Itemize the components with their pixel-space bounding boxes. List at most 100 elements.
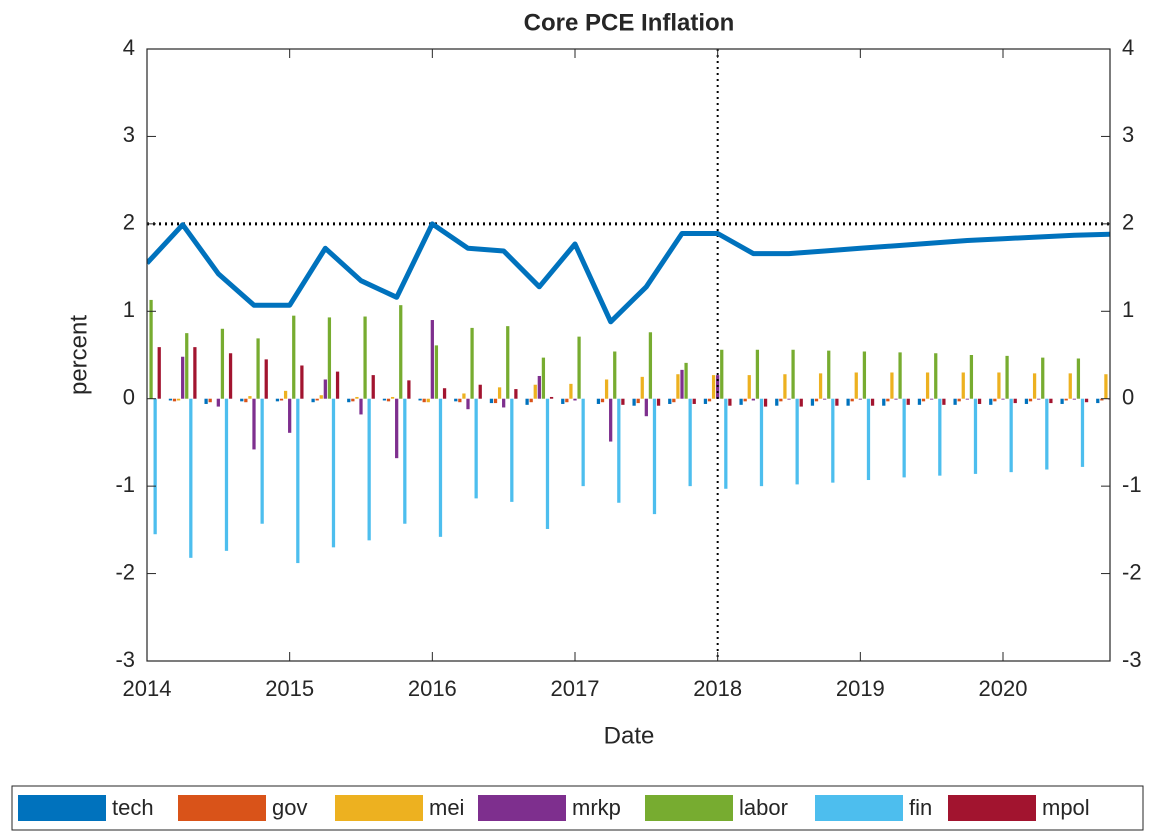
bar xyxy=(300,365,304,399)
bar xyxy=(510,398,514,502)
bar xyxy=(957,398,961,402)
bar xyxy=(799,398,803,407)
legend-swatch xyxy=(178,795,266,821)
bar xyxy=(315,398,319,401)
bar xyxy=(283,390,288,399)
x-tick-label: 2019 xyxy=(836,676,885,701)
y-tick-label: -1 xyxy=(115,472,135,497)
bar xyxy=(898,352,902,399)
bar xyxy=(418,398,422,401)
y2-tick-label: -3 xyxy=(1122,647,1142,672)
bar xyxy=(220,328,225,399)
bar xyxy=(886,398,890,402)
x-tick-label: 2018 xyxy=(693,676,742,701)
bar xyxy=(395,398,399,459)
bar xyxy=(858,398,862,400)
axes-box xyxy=(146,48,1111,662)
y-tick-label: -2 xyxy=(115,559,135,584)
bar xyxy=(621,398,625,405)
legend-label: mei xyxy=(429,795,464,820)
bar xyxy=(965,398,969,400)
bar xyxy=(1076,358,1081,399)
bar xyxy=(1068,373,1072,399)
legend-label: mrkp xyxy=(572,795,621,820)
bar xyxy=(537,375,541,399)
bar xyxy=(743,398,747,402)
legend-swatch xyxy=(478,795,566,821)
y-axis-label: percent xyxy=(65,315,92,395)
bar xyxy=(882,398,886,406)
bar xyxy=(181,356,185,399)
bar xyxy=(810,398,815,406)
bar xyxy=(711,375,716,399)
x-tick-label: 2014 xyxy=(123,676,172,701)
bar xyxy=(1028,398,1033,402)
bar xyxy=(434,345,439,399)
bar xyxy=(973,398,978,474)
legend-label: gov xyxy=(272,795,307,820)
bar xyxy=(359,398,363,415)
bar xyxy=(1045,398,1049,470)
bar xyxy=(545,398,550,529)
bar xyxy=(208,398,212,403)
bar xyxy=(279,398,284,401)
bar xyxy=(189,398,193,558)
bar xyxy=(1100,398,1104,401)
bar xyxy=(296,398,300,564)
legend-swatch xyxy=(948,795,1036,821)
bar xyxy=(347,398,351,403)
legend-swatch xyxy=(645,795,733,821)
bar xyxy=(707,398,712,402)
bar xyxy=(327,317,332,399)
bar xyxy=(854,372,858,399)
bar xyxy=(632,398,636,406)
bar xyxy=(795,398,799,485)
legend-label: labor xyxy=(739,795,788,820)
bar xyxy=(613,351,617,399)
bar xyxy=(596,398,601,404)
bar xyxy=(506,326,510,399)
bar xyxy=(636,398,640,404)
bar xyxy=(604,379,609,399)
legend-label: tech xyxy=(112,795,154,820)
bar xyxy=(172,398,177,402)
bar xyxy=(724,398,728,489)
line xyxy=(147,221,1110,325)
bar xyxy=(692,398,696,404)
bar xyxy=(514,389,518,399)
bar xyxy=(565,398,569,403)
y-tick-label: 4 xyxy=(123,35,135,60)
bar xyxy=(260,398,264,524)
bar xyxy=(1013,398,1017,404)
bar xyxy=(1080,398,1085,467)
bar xyxy=(688,398,692,487)
bar xyxy=(1084,398,1089,403)
x-tick-label: 2017 xyxy=(551,676,600,701)
bar xyxy=(462,393,466,399)
bar xyxy=(676,374,680,399)
bar xyxy=(502,398,506,408)
bar xyxy=(204,398,208,404)
bar xyxy=(264,359,268,399)
bar xyxy=(1064,398,1068,401)
bar xyxy=(906,398,910,405)
legend-label: fin xyxy=(909,795,932,820)
bar xyxy=(458,398,462,403)
bar xyxy=(466,398,470,410)
bar xyxy=(835,398,839,406)
bar xyxy=(783,374,787,399)
bar xyxy=(426,398,430,403)
x-axis-label: Date xyxy=(604,722,655,749)
bar xyxy=(489,398,494,404)
bar xyxy=(1060,398,1064,404)
bar xyxy=(720,349,724,399)
y2-tick-label: -1 xyxy=(1122,472,1142,497)
bar xyxy=(240,398,244,402)
bar xyxy=(581,398,585,487)
bar xyxy=(827,350,831,399)
bar xyxy=(814,398,819,402)
bar xyxy=(244,398,248,403)
bar xyxy=(541,357,546,399)
bar xyxy=(319,395,323,399)
bar xyxy=(652,398,657,515)
